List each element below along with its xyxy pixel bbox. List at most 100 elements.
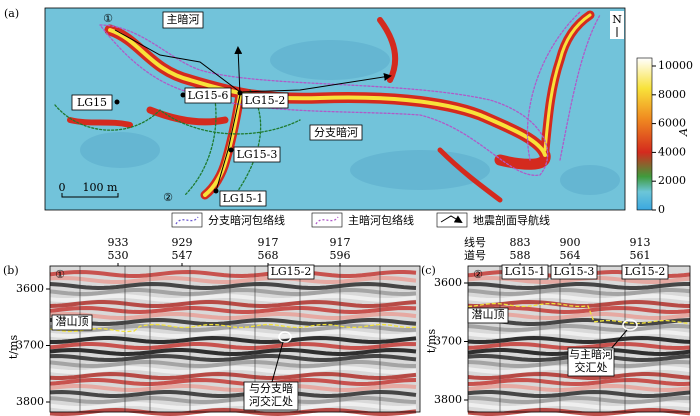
reflection [49, 324, 417, 333]
map-label: LG15-3 [237, 148, 278, 161]
reflection [467, 330, 691, 338]
y-tick-label: 3600 [16, 282, 44, 295]
north-arrow: N [612, 13, 622, 26]
junction-mark [278, 331, 292, 343]
junction-mark [622, 319, 638, 331]
colorbar-ticks: 0 2000 4000 6000 8000 10000 [652, 59, 693, 216]
well-label: LG15-2 [271, 265, 312, 278]
colorbar [636, 57, 653, 211]
scale-bar [61, 193, 119, 198]
label-box [550, 264, 598, 280]
reflection [49, 383, 417, 392]
label-box [162, 11, 204, 29]
colorbar-tick-label: 6000 [658, 117, 686, 130]
reflection [467, 402, 691, 410]
map-label: LG15-1 [223, 192, 264, 205]
reflection [467, 408, 691, 416]
y-axis-title: t/ms [425, 329, 438, 354]
panel-label: (c) [421, 264, 436, 277]
y-tick-label: 3600 [434, 276, 462, 289]
colorbar-tick-label: 8000 [658, 88, 686, 101]
reflection [49, 300, 417, 308]
leader [271, 341, 284, 383]
junction-label: 交汇处 [575, 360, 608, 374]
reflection [49, 402, 417, 411]
label-box [267, 264, 315, 280]
legend-line [440, 215, 463, 224]
top-horizon [49, 323, 417, 333]
panel-label: (b) [3, 264, 19, 277]
horizon-label: 潜山顶 [56, 314, 89, 328]
map-label: LG15-2 [245, 94, 286, 107]
navigation-lines [114, 29, 392, 192]
trace-title: 道号 [464, 248, 486, 262]
map-label: ② [163, 191, 173, 204]
map-label: LG15-6 [188, 89, 229, 102]
map-label: 主暗河 [167, 12, 200, 26]
map-label: LG15 [77, 96, 107, 109]
trace-number: 588 [510, 249, 531, 262]
label-box [51, 314, 93, 331]
reflection [467, 372, 691, 380]
legend-swatch [436, 212, 468, 228]
well-label: LG15-1 [505, 265, 546, 278]
reflection [49, 269, 417, 278]
label-box [241, 92, 289, 109]
reflection [49, 288, 417, 297]
reflection [49, 372, 417, 381]
top-horizon [467, 302, 691, 325]
line-number: 913 [630, 236, 651, 249]
label-box [501, 264, 549, 280]
y-tick-label: 3700 [434, 335, 462, 348]
reflection [49, 317, 417, 327]
reflection [467, 384, 691, 393]
colorbar-title: A [677, 128, 690, 137]
legend: 分支暗河包络线 主暗河包络线 地震剖面导航线 [171, 212, 550, 228]
trace-number: 596 [330, 249, 351, 262]
reflection [49, 396, 417, 404]
map-label: ① [103, 12, 113, 25]
label-box [219, 190, 267, 207]
label-box [71, 94, 113, 111]
reflection [49, 366, 417, 375]
trace-number: 547 [172, 249, 193, 262]
wells [114, 90, 243, 194]
y-tick-label: 3800 [16, 395, 44, 408]
seismic-frame [49, 265, 421, 413]
reflection [467, 324, 691, 332]
reflection [49, 390, 417, 398]
trace-number: 568 [258, 249, 279, 262]
colorbar-tick-label: 4000 [658, 145, 686, 158]
panel-label: (a) [4, 7, 19, 20]
label-box [309, 124, 363, 141]
legend-label: 分支暗河包络线 [208, 213, 285, 227]
reflection [467, 396, 691, 404]
reflection [49, 306, 417, 314]
start-mark: ① [55, 268, 65, 281]
reflection [467, 390, 691, 399]
label-box [243, 381, 299, 411]
horizon-label: 潜山顶 [472, 307, 505, 321]
line-number: 883 [510, 236, 531, 249]
reflection [49, 294, 417, 303]
label-box [567, 347, 615, 377]
reflection [467, 288, 691, 297]
scale-label: 100 m [83, 181, 118, 194]
reflection [49, 336, 417, 345]
y-axis-title: t/ms [7, 335, 20, 360]
start-mark: ② [473, 268, 483, 281]
label-box [184, 87, 232, 104]
line-number: 900 [560, 236, 581, 249]
reflection [467, 293, 691, 302]
reflection [49, 377, 417, 386]
label-box [233, 146, 281, 163]
north-box [610, 11, 624, 39]
line-title: 线号 [464, 235, 486, 249]
reflection [49, 341, 417, 350]
reflection [49, 275, 417, 284]
reflection [49, 281, 417, 291]
colorbar-tick-label: 2000 [658, 174, 686, 187]
trace-number: 564 [560, 249, 581, 262]
